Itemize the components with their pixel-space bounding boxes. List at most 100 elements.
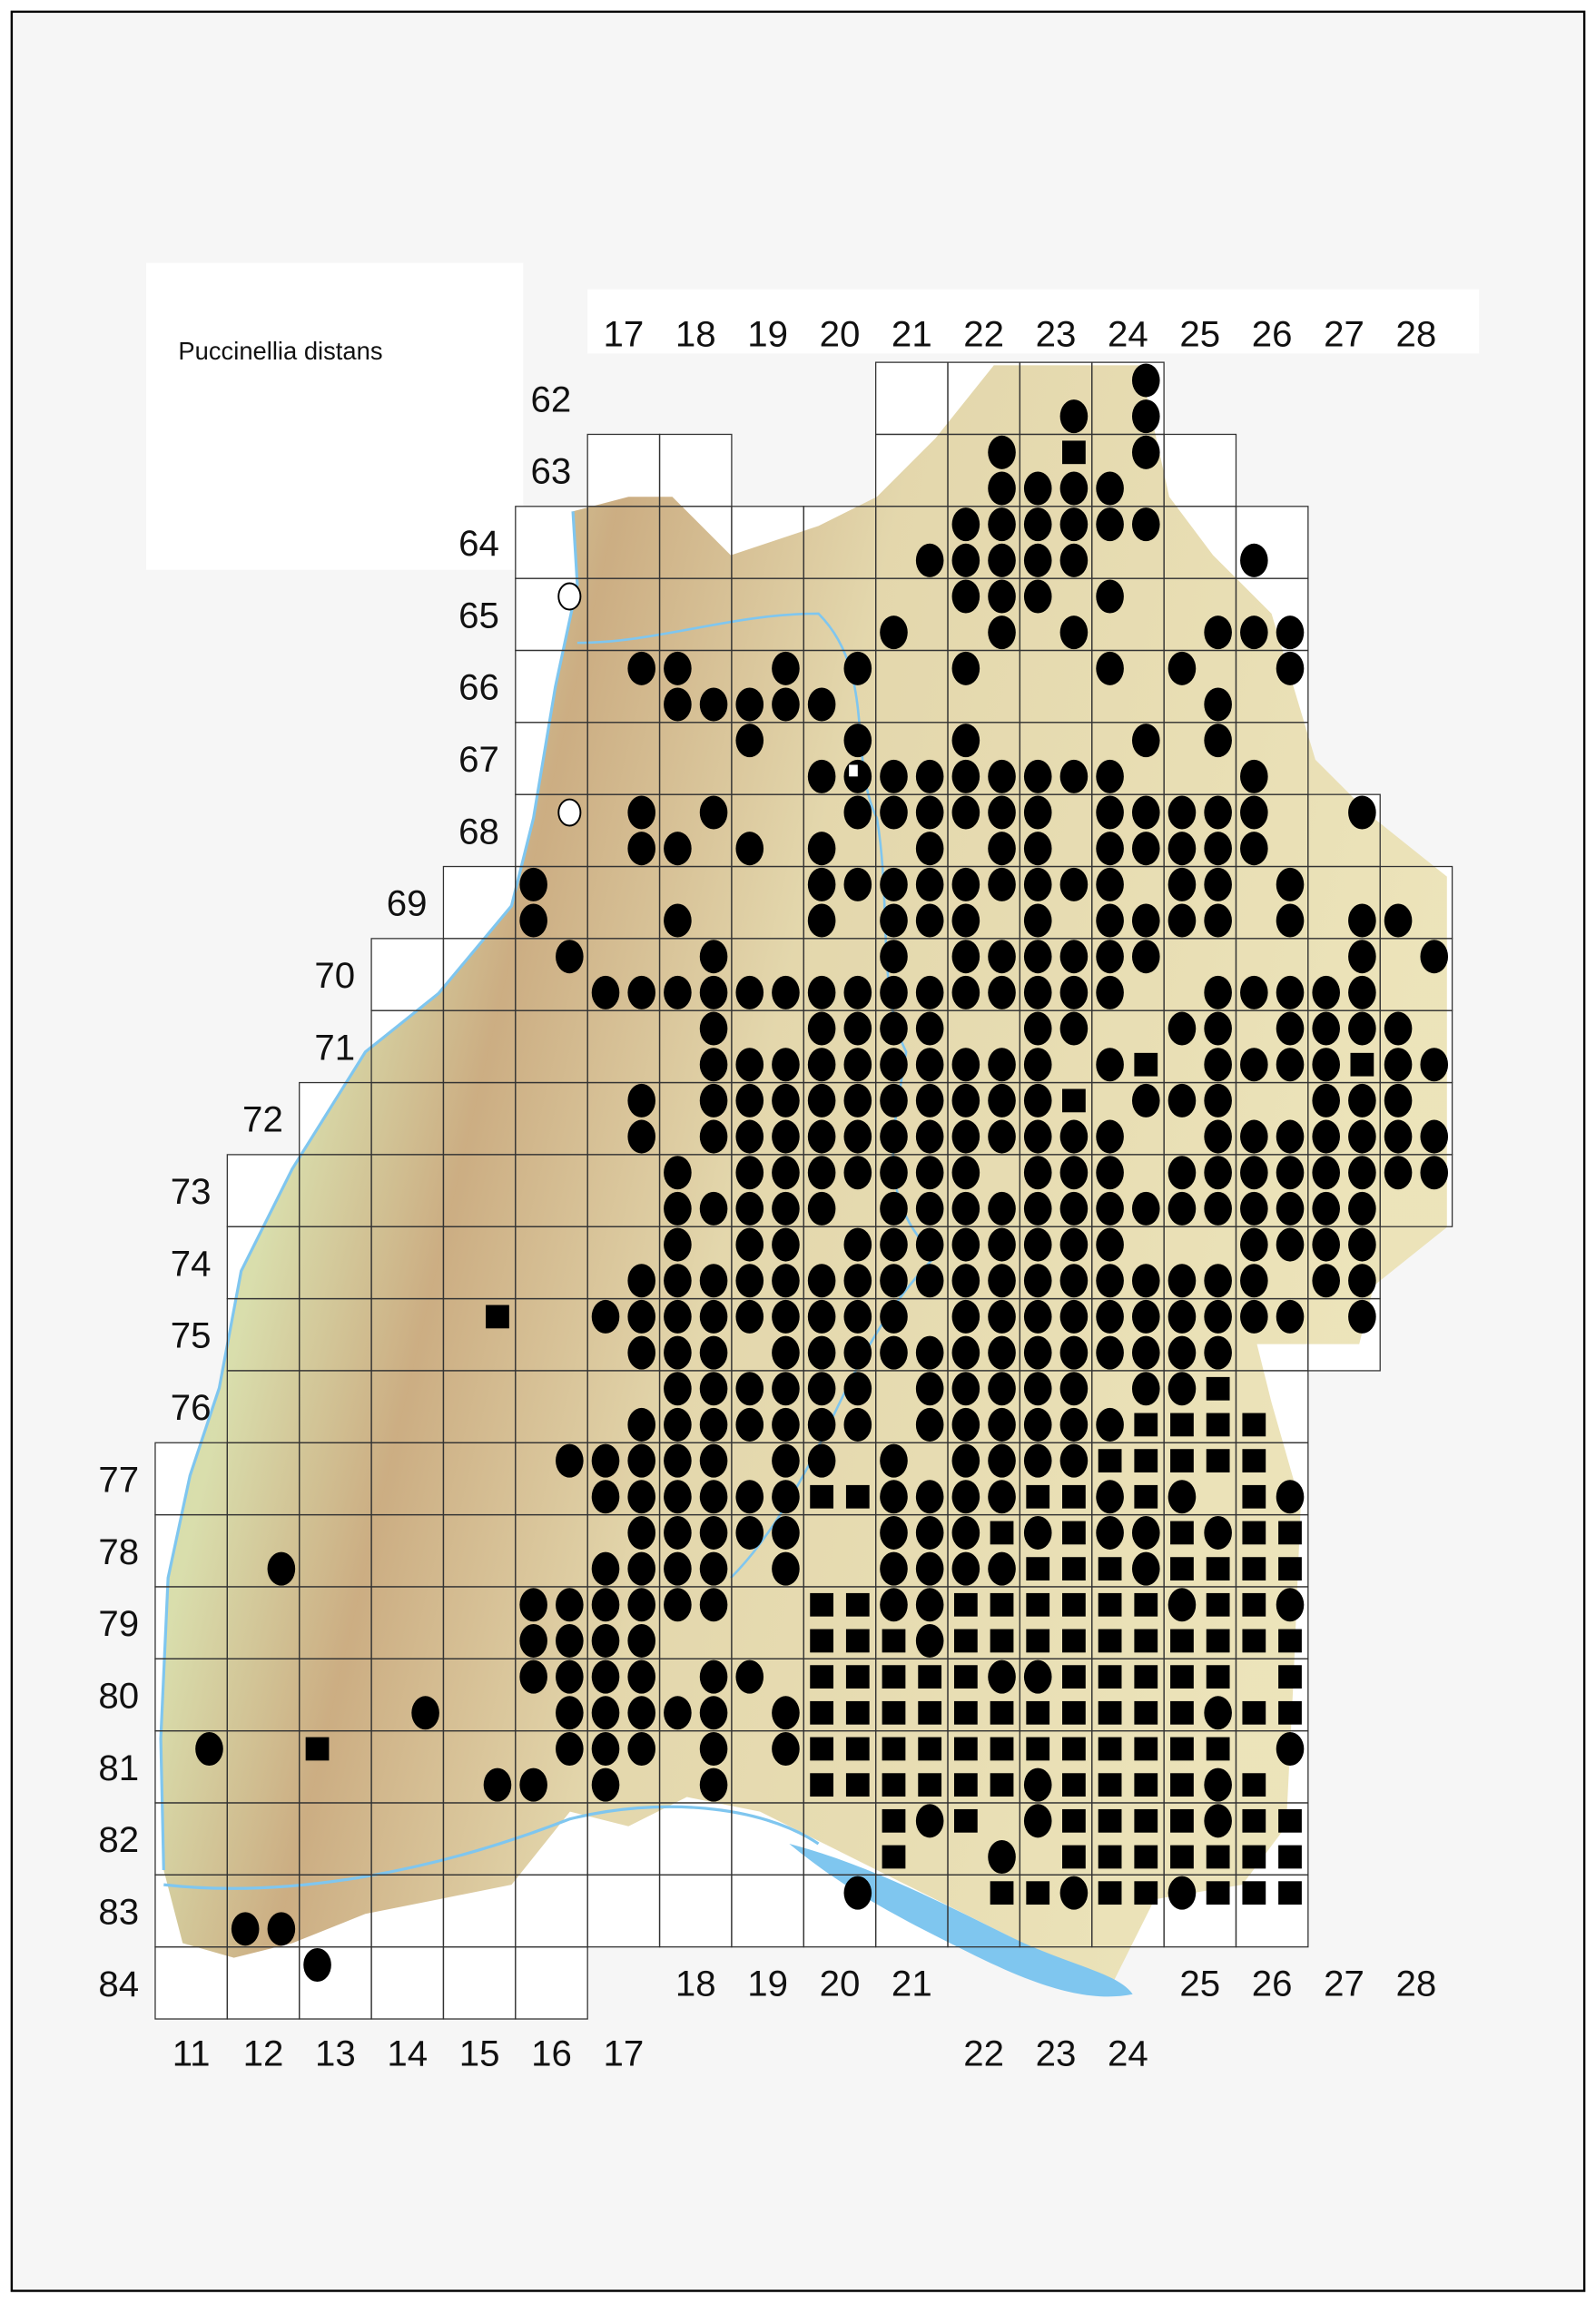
occurrence-circle	[988, 435, 1016, 469]
species-title: Puccinellia distans	[178, 337, 382, 365]
column-label-24: 24	[1108, 313, 1148, 354]
occurrence-circle	[915, 1083, 944, 1118]
occurrence-square	[1134, 1845, 1158, 1869]
occurrence-circle	[1240, 615, 1268, 650]
occurrence-circle	[699, 1443, 728, 1478]
occurrence-circle	[807, 867, 836, 901]
occurrence-square	[1134, 1665, 1158, 1689]
occurrence-square	[1062, 440, 1086, 465]
occurrence-circle	[735, 1264, 764, 1298]
occurrence-square	[1242, 1449, 1266, 1472]
occurrence-circle	[988, 1839, 1016, 1874]
occurrence-circle	[951, 1156, 980, 1190]
occurrence-circle	[1059, 1372, 1089, 1406]
occurrence-circle	[843, 724, 872, 758]
occurrence-circle	[1059, 1011, 1089, 1046]
occurrence-circle	[483, 1767, 512, 1802]
row-label-83: 83	[98, 1891, 139, 1932]
occurrence-circle	[915, 1191, 944, 1226]
bottom-label-15: 15	[459, 2033, 500, 2074]
occurrence-circle	[1204, 1515, 1232, 1550]
occurrence-circle	[951, 940, 980, 974]
occurrence-circle	[1167, 832, 1197, 866]
occurrence-square	[1278, 1665, 1302, 1689]
occurrence-circle	[591, 1551, 620, 1586]
occurrence-circle	[699, 1299, 728, 1334]
occurrence-circle	[988, 1119, 1016, 1154]
occurrence-circle	[1096, 1156, 1124, 1190]
occurrence-circle	[1096, 471, 1124, 506]
occurrence-circle	[267, 1912, 296, 1946]
occurrence-circle	[880, 1119, 908, 1154]
occurrence-circle	[664, 1480, 692, 1514]
occurrence-square	[990, 1737, 1014, 1761]
occurrence-circle	[1059, 399, 1089, 434]
occurrence-circle	[556, 1696, 584, 1730]
occurrence-circle	[1240, 1227, 1268, 1262]
occurrence-circle	[519, 1588, 547, 1622]
occurrence-circle	[699, 1083, 728, 1118]
occurrence-square	[810, 1773, 833, 1797]
occurrence-square	[845, 1665, 870, 1689]
occurrence-circle	[1204, 1264, 1232, 1298]
occurrence-circle	[772, 1048, 800, 1082]
column-label-28: 28	[1396, 313, 1437, 354]
occurrence-circle	[1059, 507, 1089, 542]
occurrence-circle	[1312, 1011, 1340, 1046]
occurrence-circle	[807, 1083, 836, 1118]
bottom-label-20: 20	[820, 1963, 861, 2004]
grid-cell-16-83	[515, 1875, 588, 1947]
occurrence-circle	[1131, 399, 1160, 434]
occurrence-circle	[627, 1264, 655, 1298]
occurrence-circle	[915, 1264, 944, 1298]
occurrence-square	[1134, 1881, 1158, 1905]
occurrence-square	[882, 1665, 906, 1689]
occurrence-circle	[915, 1551, 944, 1586]
occurrence-circle	[1240, 759, 1268, 793]
row-label-65: 65	[458, 595, 499, 635]
occurrence-circle	[1167, 867, 1197, 901]
occurrence-circle	[627, 1407, 655, 1442]
occurrence-circle	[1059, 759, 1089, 793]
occurrence-circle	[591, 1480, 620, 1514]
occurrence-circle	[1240, 1191, 1268, 1226]
occurrence-circle	[1312, 1119, 1340, 1154]
occurrence-circle	[411, 1696, 439, 1730]
row-label-77: 77	[98, 1459, 139, 1500]
occurrence-circle	[735, 1119, 764, 1154]
occurrence-circle	[988, 1335, 1016, 1370]
occurrence-square	[1062, 1773, 1086, 1797]
occurrence-circle	[1131, 1515, 1160, 1550]
occurrence-circle	[807, 903, 836, 938]
grid-cell-25-63	[1164, 434, 1236, 507]
occurrence-circle	[1204, 1119, 1232, 1154]
occurrence-square	[1170, 1808, 1194, 1833]
occurrence-square	[1026, 1592, 1050, 1617]
occurrence-circle	[1059, 1227, 1089, 1262]
occurrence-circle	[988, 940, 1016, 974]
occurrence-circle	[1204, 1191, 1232, 1226]
occurrence-circle	[1167, 651, 1197, 685]
occurrence-circle	[807, 1407, 836, 1442]
occurrence-circle	[915, 1372, 944, 1406]
occurrence-circle	[1023, 1804, 1052, 1838]
occurrence-circle	[1023, 1659, 1052, 1694]
occurrence-circle	[807, 1335, 836, 1370]
occurrence-circle	[1348, 795, 1376, 830]
occurrence-circle	[880, 1299, 908, 1334]
occurrence-square	[1170, 1521, 1194, 1545]
occurrence-circle	[843, 1372, 872, 1406]
occurrence-circle	[1023, 1083, 1052, 1118]
occurrence-circle	[880, 1515, 908, 1550]
occurrence-square	[305, 1737, 330, 1761]
occurrence-circle	[915, 1515, 944, 1550]
occurrence-circle	[1096, 975, 1124, 1009]
occurrence-circle	[1059, 471, 1089, 506]
occurrence-square	[1134, 1449, 1158, 1472]
occurrence-square	[953, 1629, 978, 1653]
occurrence-circle	[1023, 975, 1052, 1009]
occurrence-square	[1134, 1413, 1158, 1437]
bottom-label-26: 26	[1252, 1963, 1293, 2004]
occurrence-circle	[1276, 1011, 1305, 1046]
occurrence-circle	[807, 832, 836, 866]
